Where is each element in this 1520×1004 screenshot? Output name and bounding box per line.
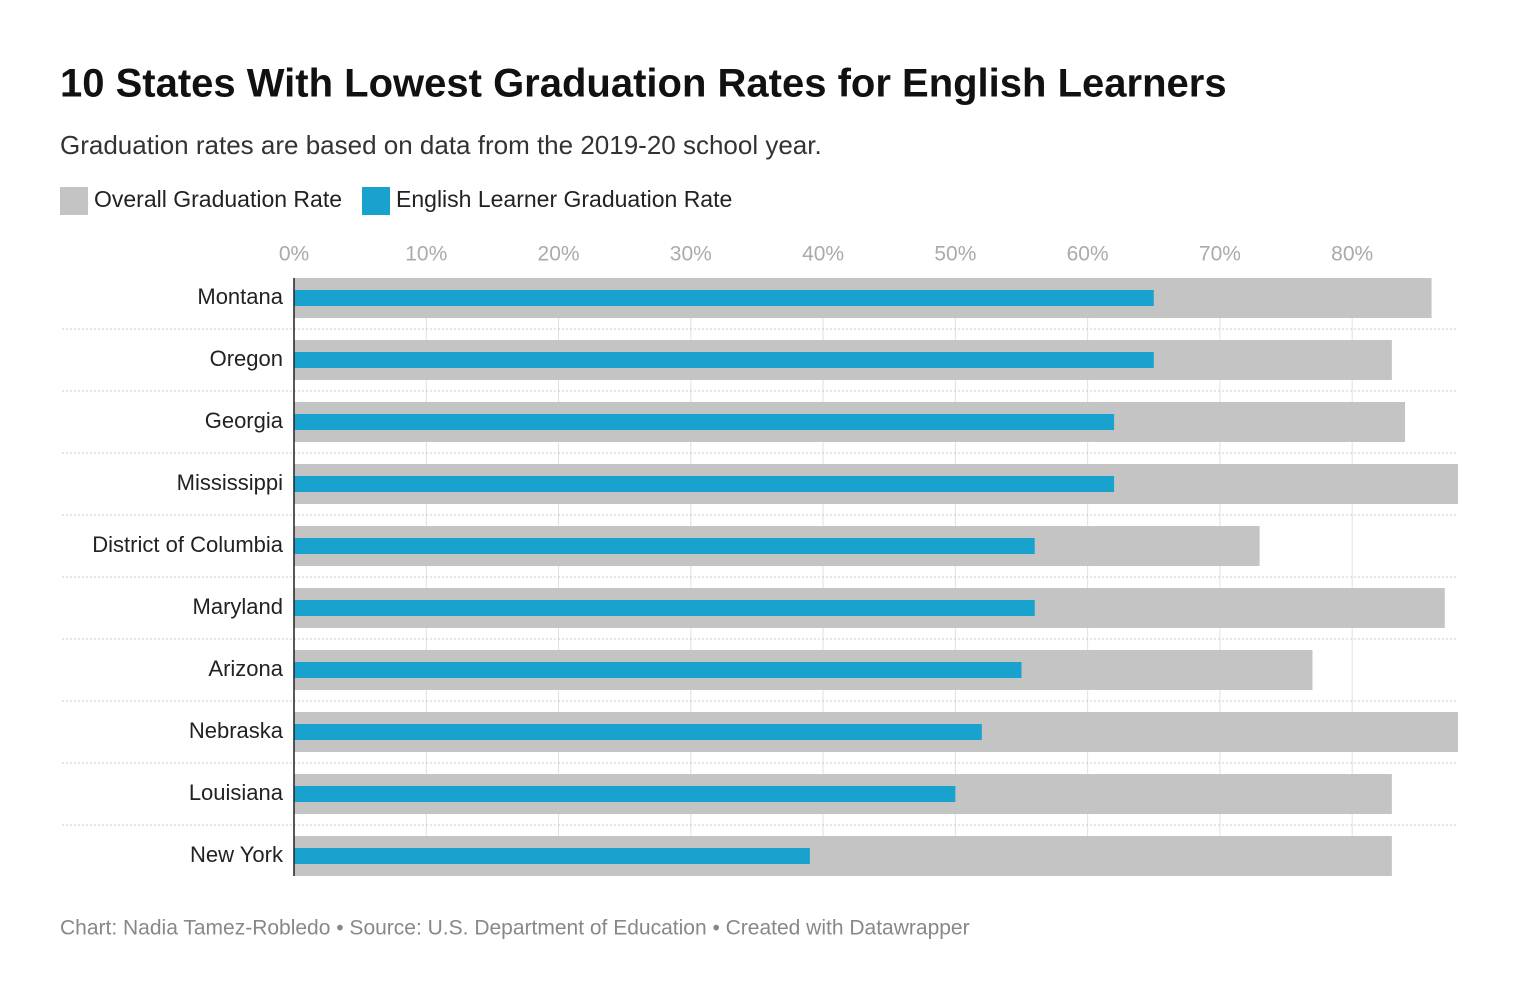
x-tick-label: 70% xyxy=(1199,243,1241,266)
legend: Overall Graduation Rate English Learner G… xyxy=(60,186,732,215)
y-tick-label: Maryland xyxy=(193,594,283,619)
chart-footer: Chart: Nadia Tamez-Robledo • Source: U.S… xyxy=(60,917,970,940)
chart-subtitle: Graduation rates are based on data from … xyxy=(60,130,822,160)
y-tick-label: Arizona xyxy=(208,656,283,681)
y-tick-label: Georgia xyxy=(205,408,284,433)
x-tick-label: 20% xyxy=(538,243,580,266)
x-tick-label: 60% xyxy=(1067,243,1109,266)
y-tick-label: Oregon xyxy=(210,346,283,371)
y-tick-label: Montana xyxy=(197,284,283,309)
bar xyxy=(294,662,1022,678)
bar xyxy=(294,414,1115,430)
x-tick-label: 80% xyxy=(1331,243,1373,266)
bar xyxy=(294,600,1035,616)
legend-label: English Learner Graduation Rate xyxy=(396,186,732,212)
bar xyxy=(294,848,810,864)
x-tick-label: 30% xyxy=(670,243,712,266)
legend-swatch xyxy=(60,187,88,215)
x-tick-label: 10% xyxy=(405,243,447,266)
bar xyxy=(294,290,1154,306)
bar xyxy=(294,352,1154,368)
bar xyxy=(294,786,956,802)
x-tick-label: 50% xyxy=(934,243,976,266)
y-tick-label: District of Columbia xyxy=(92,532,283,557)
x-tick-label: 40% xyxy=(802,243,844,266)
legend-swatch xyxy=(362,187,391,215)
bar xyxy=(294,724,982,740)
legend-label: Overall Graduation Rate xyxy=(94,186,342,212)
y-tick-label: Nebraska xyxy=(189,718,284,743)
bar xyxy=(294,476,1115,492)
y-tick-label: New York xyxy=(190,842,284,867)
bar xyxy=(294,538,1035,554)
y-tick-label: Louisiana xyxy=(189,780,284,805)
chart-title: 10 States With Lowest Graduation Rates f… xyxy=(60,62,1227,106)
x-tick-label: 0% xyxy=(279,243,309,266)
y-tick-label: Mississippi xyxy=(177,470,283,495)
